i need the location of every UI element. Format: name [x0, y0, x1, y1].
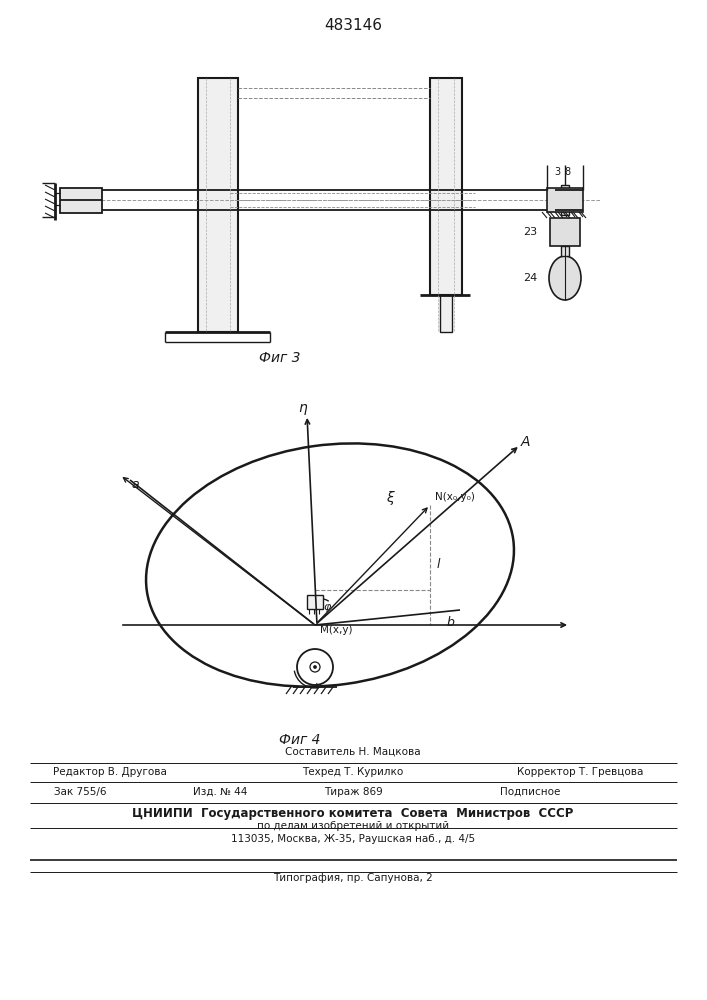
Text: 24: 24	[522, 273, 537, 283]
Text: ξ: ξ	[386, 491, 394, 505]
Bar	[561, 246, 569, 256]
Text: a: a	[132, 479, 139, 491]
Bar	[198, 78, 238, 332]
Text: Зак 755/6: Зак 755/6	[54, 787, 106, 797]
Text: Техред Т. Курилко: Техред Т. Курилко	[303, 767, 404, 777]
Text: 8: 8	[564, 167, 570, 177]
Bar	[440, 295, 452, 332]
Text: 23: 23	[523, 227, 537, 237]
Text: 113035, Москва, Ж-35, Раушская наб., д. 4/5: 113035, Москва, Ж-35, Раушская наб., д. …	[231, 834, 475, 844]
Text: Подписное: Подписное	[500, 787, 560, 797]
Text: A: A	[520, 435, 530, 449]
Text: Типография, пр. Сапунова, 2: Типография, пр. Сапунова, 2	[273, 873, 433, 883]
Text: Тираж 869: Тираж 869	[324, 787, 382, 797]
Text: Фиг 3: Фиг 3	[259, 351, 300, 365]
Text: Фиг 4: Фиг 4	[279, 733, 321, 747]
Bar	[307, 595, 323, 609]
Text: Редактор В. Другова: Редактор В. Другова	[53, 767, 167, 777]
Text: по делам изобретений и открытий: по делам изобретений и открытий	[257, 821, 449, 831]
Ellipse shape	[549, 256, 581, 300]
Text: Составитель Н. Мацкова: Составитель Н. Мацкова	[285, 747, 421, 757]
Text: 3: 3	[554, 167, 560, 177]
Text: ЦНИИПИ  Государственного комитета  Совета  Министров  СССР: ЦНИИПИ Государственного комитета Совета …	[132, 808, 573, 820]
Bar	[60, 188, 102, 213]
Text: 483146: 483146	[324, 17, 382, 32]
Text: N(x₀,y₀): N(x₀,y₀)	[435, 492, 475, 502]
Bar	[430, 78, 462, 295]
Bar	[547, 188, 583, 212]
Text: η: η	[298, 401, 308, 415]
Text: Корректор Т. Гревцова: Корректор Т. Гревцова	[517, 767, 643, 777]
Text: Изд. № 44: Изд. № 44	[193, 787, 247, 797]
Circle shape	[313, 666, 317, 668]
Text: M(x,y): M(x,y)	[320, 625, 353, 635]
Bar	[561, 185, 569, 215]
Text: l: l	[436, 558, 440, 572]
Text: b: b	[446, 615, 454, 629]
Text: φ: φ	[323, 602, 331, 612]
Bar	[550, 218, 580, 246]
